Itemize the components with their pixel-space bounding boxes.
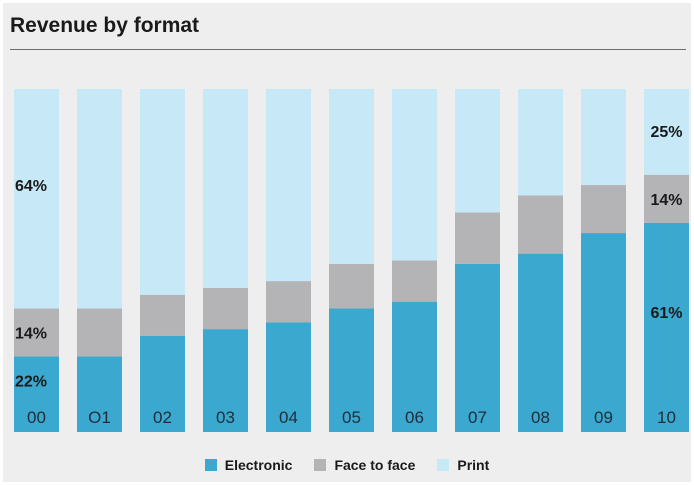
bar-face-to-face-10	[644, 174, 689, 223]
bar-print-03	[203, 89, 248, 288]
bar-print-05	[329, 89, 374, 264]
data-label-electronic-00: 22%	[15, 374, 47, 391]
category-label-07: 07	[468, 408, 487, 427]
legend-swatch-face-to-face	[314, 459, 327, 471]
category-label-02: 02	[153, 408, 172, 427]
legend-item-face-to-face: Face to face	[314, 457, 415, 473]
bar-face-to-face-02	[140, 294, 185, 336]
category-label-03: 03	[216, 408, 235, 427]
category-label-10: 10	[657, 408, 676, 427]
bar-electronic-03	[203, 329, 248, 432]
bar-print-O1	[77, 89, 122, 309]
bar-electronic-09	[581, 233, 626, 432]
bar-electronic-07	[455, 263, 500, 432]
bar-face-to-face-06	[392, 260, 437, 302]
bar-electronic-10	[644, 222, 689, 432]
data-label-print-00: 64%	[15, 178, 47, 195]
category-label-00: 00	[27, 408, 46, 427]
category-label-04: 04	[279, 408, 298, 427]
bar-face-to-face-09	[581, 185, 626, 234]
bar-print-07	[455, 89, 500, 213]
legend-swatch-electronic	[204, 459, 217, 471]
data-label-face-to-face-10: 14%	[650, 192, 682, 209]
legend-item-electronic: Electronic	[204, 457, 293, 473]
title-divider	[10, 49, 686, 50]
bar-face-to-face-08	[518, 195, 563, 254]
category-label-08: 08	[531, 408, 550, 427]
bar-electronic-O1	[77, 356, 122, 432]
bar-print-06	[392, 89, 437, 261]
bar-face-to-face-05	[329, 263, 374, 309]
data-labels-group: 22% 14% 64% 61% 14% 25%	[15, 124, 683, 391]
legend: Electronic Face to face Print	[0, 457, 694, 473]
bar-electronic-00	[14, 356, 59, 432]
data-label-electronic-10: 61%	[650, 305, 682, 322]
bar-print-08	[518, 89, 563, 196]
category-label-05: 05	[342, 408, 361, 427]
bar-electronic-05	[329, 308, 374, 432]
bars-group	[14, 89, 689, 432]
legend-swatch-print	[437, 459, 450, 471]
bar-electronic-06	[392, 301, 437, 432]
bar-face-to-face-04	[266, 281, 311, 323]
bar-electronic-08	[518, 253, 563, 432]
category-label-09: 09	[594, 408, 613, 427]
bar-electronic-02	[140, 335, 185, 432]
legend-item-print: Print	[437, 457, 489, 473]
bar-face-to-face-07	[455, 212, 500, 264]
bar-electronic-04	[266, 322, 311, 432]
category-label-O1: O1	[88, 408, 111, 427]
bar-print-04	[266, 89, 311, 282]
legend-label-electronic: Electronic	[224, 457, 293, 473]
category-labels-group: 00 O1 02 03 04 05 06 07 08 09 10	[27, 408, 676, 427]
bar-print-10	[644, 89, 689, 175]
bar-print-02	[140, 89, 185, 295]
data-label-face-to-face-00: 14%	[15, 326, 47, 343]
bar-face-to-face-00	[14, 308, 59, 357]
category-label-06: 06	[405, 408, 424, 427]
bar-face-to-face-03	[203, 287, 248, 330]
legend-label-print: Print	[457, 457, 490, 473]
bar-print-09	[581, 89, 626, 186]
data-label-print-10: 25%	[650, 124, 682, 141]
bar-face-to-face-O1	[77, 308, 122, 357]
legend-label-face-to-face: Face to face	[334, 457, 416, 473]
chart-title: Revenue by format	[10, 14, 200, 37]
bar-print-00	[14, 89, 59, 309]
